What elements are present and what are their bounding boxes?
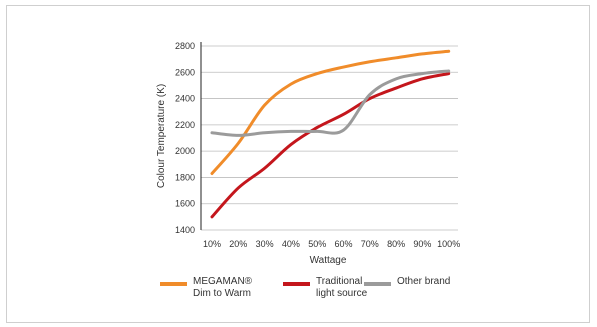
x-tick-50pct: 50% [308,239,326,249]
legend-label-line-other-brand-0: Other brand [397,276,451,287]
x-tick-100pct: 100% [437,239,460,249]
gridlines [201,45,458,231]
legend-label-traditional: Traditional light source [316,276,396,300]
y-tick-1400: 1400 [175,225,195,235]
y-tick-2400: 2400 [175,94,195,104]
legend-label-line-megaman-1: Dim to Warm [193,288,251,299]
series-line-traditional [210,72,451,219]
x-tick-labels: 10% 20% 30% 40% 50% 60% 70% 80% 90% 100% [203,239,460,249]
legend-swatch-other-brand [364,282,391,286]
x-tick-80pct: 80% [387,239,405,249]
x-tick-70pct: 70% [361,239,379,249]
legend-label-megaman: MEGAMAN® Dim to Warm [193,276,273,300]
x-tick-20pct: 20% [229,239,247,249]
legend-label-line-traditional-1: light source [316,288,368,299]
series-line-megaman [210,49,451,175]
legend-item-traditional: Traditional light source [283,276,396,300]
y-tick-2200: 2200 [175,120,195,130]
legend-item-megaman: MEGAMAN® Dim to Warm [160,276,273,300]
series-lines [210,49,451,219]
y-tick-2800: 2800 [175,41,195,51]
y-tick-1600: 1600 [175,199,195,209]
legend-item-other-brand: Other brand [364,276,477,288]
x-tick-30pct: 30% [256,239,274,249]
x-tick-60pct: 60% [334,239,352,249]
y-tick-1800: 1800 [175,172,195,182]
legend-label-line-megaman-0: MEGAMAN® [193,276,253,287]
x-tick-10pct: 10% [203,239,221,249]
x-tick-40pct: 40% [282,239,300,249]
y-tick-2000: 2000 [175,146,195,156]
x-axis-title: Wattage [310,255,347,266]
chart-frame [6,5,590,323]
y-tick-2600: 2600 [175,67,195,77]
legend-swatch-traditional [283,282,310,286]
series-line-other-brand [210,69,451,137]
legend-swatch-megaman [160,282,187,286]
legend-label-line-traditional-0: Traditional [316,276,363,287]
y-axis-title: Colour Temperature (K) [156,84,167,188]
x-tick-90pct: 90% [413,239,431,249]
y-tick-labels: 1400 1600 1800 2000 2200 2400 2600 2800 [175,41,195,235]
legend-label-other-brand: Other brand [397,276,477,288]
